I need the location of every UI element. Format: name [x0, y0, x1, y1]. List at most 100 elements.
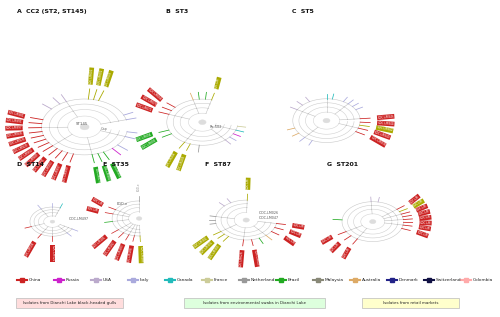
Text: ICDC-LM094: ICDC-LM094	[136, 132, 152, 142]
Text: ICDC-LM181: ICDC-LM181	[92, 235, 108, 249]
Text: Cap: Cap	[100, 126, 107, 131]
Text: ICDC-LM003: ICDC-LM003	[104, 70, 114, 87]
Text: Netherland: Netherland	[251, 278, 276, 282]
Text: ICDC-LM846: ICDC-LM846	[377, 114, 394, 120]
Text: ICDC-LM906: ICDC-LM906	[6, 132, 24, 138]
Text: A  CC2 (ST2, ST145): A CC2 (ST2, ST145)	[18, 9, 87, 14]
Circle shape	[80, 124, 89, 130]
Text: ICDC-LM: ICDC-LM	[92, 197, 104, 206]
Text: ICDC-LM072: ICDC-LM072	[136, 103, 152, 112]
Text: Switzerland: Switzerland	[436, 278, 462, 282]
Text: Isolates from Dianchi Lake black-headed gulls: Isolates from Dianchi Lake black-headed …	[23, 301, 116, 305]
Text: ICDC-LM070: ICDC-LM070	[141, 95, 157, 107]
Circle shape	[198, 120, 206, 125]
Text: ICDC-LM926: ICDC-LM926	[9, 137, 26, 146]
FancyBboxPatch shape	[184, 298, 325, 308]
Text: B  ST3: B ST3	[166, 9, 188, 14]
Text: ICDC-LM: ICDC-LM	[321, 235, 333, 244]
Text: ICDC-LM: ICDC-LM	[86, 206, 99, 213]
Text: ICDC-LM: ICDC-LM	[420, 221, 432, 225]
Circle shape	[50, 220, 55, 223]
Text: China: China	[29, 278, 42, 282]
Text: Australia: Australia	[362, 278, 382, 282]
Text: ICDC-LM842: ICDC-LM842	[376, 126, 393, 133]
Text: Re-502: Re-502	[210, 125, 222, 129]
Text: ICDC-LM047: ICDC-LM047	[258, 216, 278, 220]
Text: ICDC-LM303: ICDC-LM303	[208, 244, 220, 260]
Text: Isolates from retail markets: Isolates from retail markets	[382, 301, 438, 305]
Text: ICDC-LM184: ICDC-LM184	[127, 246, 134, 263]
Circle shape	[136, 217, 142, 220]
Text: COL-LM880: COL-LM880	[102, 165, 111, 181]
Text: ICDC-LM: ICDC-LM	[416, 204, 428, 212]
Text: ICDC-LM183: ICDC-LM183	[115, 243, 125, 261]
Text: COL-LM879: COL-LM879	[94, 167, 100, 183]
Text: ICDC-LM844: ICDC-LM844	[378, 121, 394, 126]
Text: E  ST35: E ST35	[102, 162, 128, 167]
Text: ICDC-LM182: ICDC-LM182	[103, 240, 116, 256]
Text: Colombia: Colombia	[473, 278, 494, 282]
Text: ICDC-LM: ICDC-LM	[418, 210, 430, 216]
Text: ICDC-LM: ICDC-LM	[284, 236, 296, 246]
Text: ICDC-LM: ICDC-LM	[416, 230, 428, 238]
FancyBboxPatch shape	[362, 298, 459, 308]
Text: ICDC-LM: ICDC-LM	[419, 225, 431, 231]
Text: ICDC-LM026: ICDC-LM026	[258, 210, 278, 215]
Text: ICDC-LM950: ICDC-LM950	[18, 148, 34, 160]
Text: EGD-e: EGD-e	[137, 182, 141, 191]
Text: EGD-e: EGD-e	[116, 202, 128, 206]
Text: ICDC-LM302: ICDC-LM302	[200, 240, 214, 255]
Text: Italy: Italy	[140, 278, 149, 282]
Text: ICDC-LM185: ICDC-LM185	[138, 246, 143, 263]
Text: ICDC-LM205: ICDC-LM205	[176, 154, 186, 171]
Text: ICDC-LM301: ICDC-LM301	[193, 236, 208, 249]
Text: ICDC-LM: ICDC-LM	[330, 242, 341, 253]
Circle shape	[323, 118, 330, 123]
Text: Isolates from environmental swabs in Dianchi Lake: Isolates from environmental swabs in Dia…	[203, 301, 306, 305]
Text: ICDC-LM999: ICDC-LM999	[62, 165, 70, 183]
Text: ICDC-LM: ICDC-LM	[214, 77, 221, 89]
Text: D  ST14: D ST14	[18, 162, 44, 167]
Text: Denmark: Denmark	[399, 278, 419, 282]
Text: ICDC-LM989: ICDC-LM989	[25, 152, 40, 167]
Text: ICDC-LM002: ICDC-LM002	[96, 68, 103, 86]
Text: Malaysia: Malaysia	[325, 278, 344, 282]
Text: ICDC-LM521: ICDC-LM521	[50, 245, 54, 262]
Text: Russia: Russia	[66, 278, 80, 282]
Text: C  ST5: C ST5	[292, 9, 314, 14]
Text: ICDC-LM: ICDC-LM	[408, 194, 420, 204]
Text: ICDC-LM026: ICDC-LM026	[238, 250, 244, 267]
Text: ICDC-LM497: ICDC-LM497	[2, 228, 19, 237]
Text: ICDC-LM204: ICDC-LM204	[166, 151, 177, 168]
Circle shape	[370, 220, 376, 224]
Text: G  ST201: G ST201	[326, 162, 358, 167]
Text: ICDC-LM508: ICDC-LM508	[24, 241, 36, 257]
Text: COL-LM881: COL-LM881	[110, 163, 121, 179]
Text: ICDC-LM047: ICDC-LM047	[252, 250, 259, 267]
FancyBboxPatch shape	[16, 298, 123, 308]
Text: USA: USA	[103, 278, 112, 282]
Text: ST145: ST145	[76, 122, 88, 126]
Circle shape	[243, 218, 250, 222]
Text: ICDC-LM: ICDC-LM	[412, 199, 424, 208]
Text: ICDC-LM068: ICDC-LM068	[148, 88, 162, 101]
Text: ICDC-LM993: ICDC-LM993	[42, 160, 54, 177]
Text: R2-502: R2-502	[195, 157, 200, 166]
Text: ICDC-LM: ICDC-LM	[420, 215, 431, 220]
Text: Canada: Canada	[177, 278, 194, 282]
Text: ICDC-LM991: ICDC-LM991	[33, 157, 46, 172]
Text: ICDC-LM897: ICDC-LM897	[6, 126, 22, 130]
Text: F  ST87: F ST87	[205, 162, 231, 167]
Text: ICDC-LM840: ICDC-LM840	[374, 130, 390, 139]
Text: ICDC-LM997: ICDC-LM997	[52, 163, 62, 180]
Text: ICDC-LM001: ICDC-LM001	[88, 68, 94, 84]
Text: Brazil: Brazil	[288, 278, 300, 282]
Text: ICDC-LM891: ICDC-LM891	[6, 118, 23, 124]
Text: ICDC-LM497: ICDC-LM497	[68, 217, 88, 221]
Text: ICDC-LM: ICDC-LM	[292, 223, 304, 229]
Text: France: France	[214, 278, 228, 282]
Text: ICDC-LM095: ICDC-LM095	[141, 138, 157, 150]
Text: ICDC-LM881: ICDC-LM881	[8, 110, 25, 119]
Text: ICDC-LM929: ICDC-LM929	[12, 143, 29, 154]
Text: ICDC-LM838: ICDC-LM838	[370, 135, 386, 147]
